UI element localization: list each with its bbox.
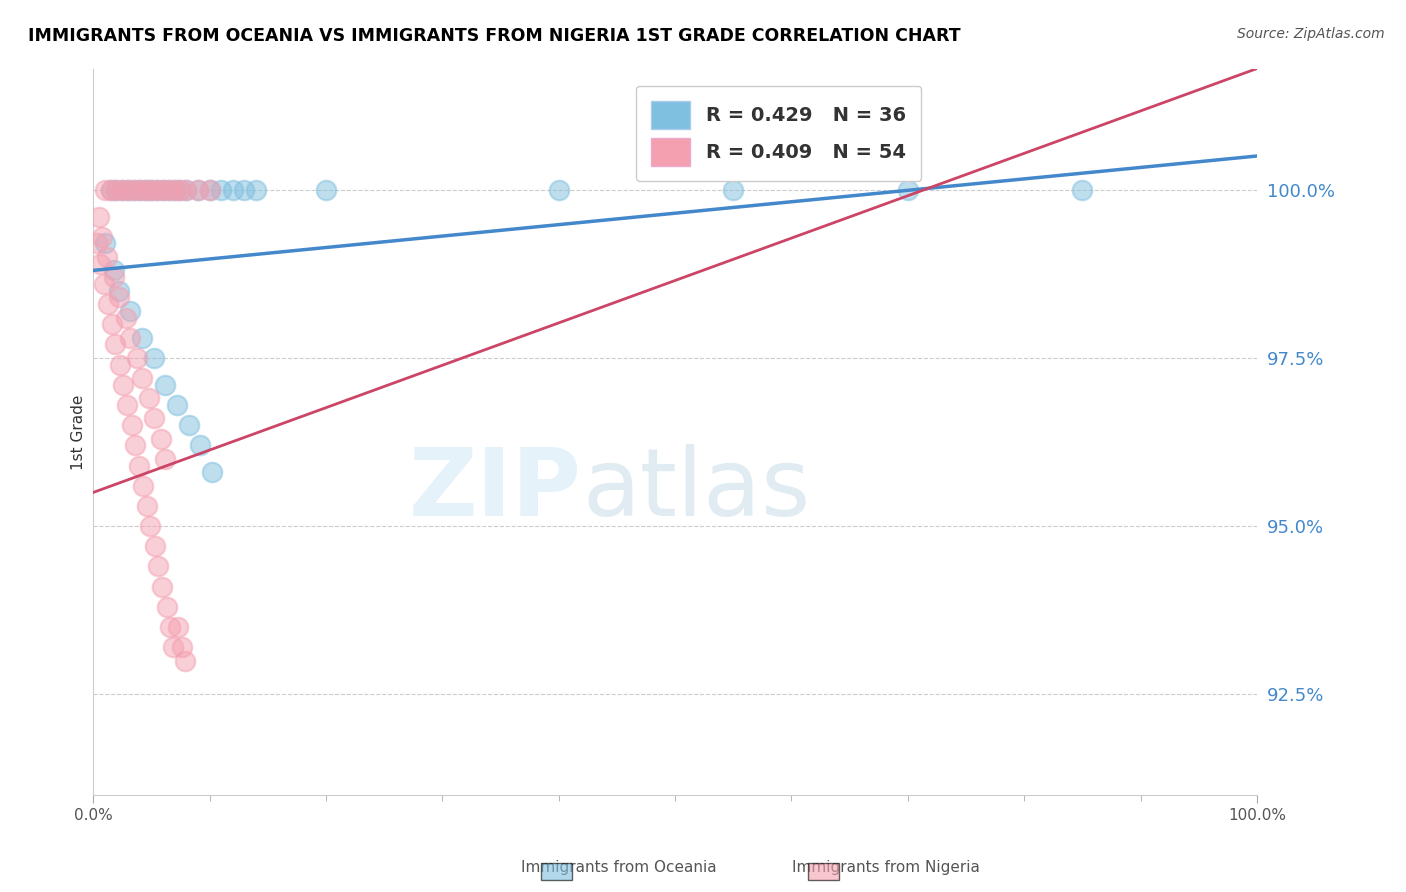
Point xyxy=(86,236,108,251)
Point xyxy=(135,183,157,197)
Point xyxy=(159,620,181,634)
Point xyxy=(104,337,127,351)
Point xyxy=(103,263,125,277)
Point xyxy=(174,183,197,197)
Point xyxy=(174,183,197,197)
Text: atlas: atlas xyxy=(582,444,810,536)
Point xyxy=(117,183,139,197)
Point xyxy=(107,284,129,298)
Point xyxy=(141,183,163,197)
Point xyxy=(174,654,197,668)
Point xyxy=(142,411,165,425)
Point xyxy=(96,250,118,264)
Point xyxy=(149,432,172,446)
Point xyxy=(111,183,134,197)
Point xyxy=(93,277,115,291)
Point xyxy=(120,331,142,345)
Point xyxy=(169,183,191,197)
Point xyxy=(132,479,155,493)
Point xyxy=(146,183,169,197)
Point xyxy=(163,183,186,197)
Point xyxy=(198,183,221,197)
Point xyxy=(148,559,170,574)
Y-axis label: 1st Grade: 1st Grade xyxy=(72,394,86,469)
Point xyxy=(187,183,209,197)
Point xyxy=(155,599,177,614)
Point xyxy=(108,358,131,372)
Text: Immigrants from Oceania: Immigrants from Oceania xyxy=(520,861,717,875)
Point xyxy=(152,183,174,197)
Point xyxy=(128,183,150,197)
Point xyxy=(107,290,129,304)
Point xyxy=(120,303,142,318)
Text: ZIP: ZIP xyxy=(409,444,582,536)
Point xyxy=(131,331,153,345)
Point xyxy=(128,458,150,473)
Point xyxy=(245,183,267,197)
Point xyxy=(177,418,200,433)
Point xyxy=(124,438,146,452)
Point xyxy=(135,499,157,513)
Point xyxy=(315,183,337,197)
Point xyxy=(167,620,190,634)
Point xyxy=(169,183,191,197)
Point xyxy=(97,297,120,311)
Point xyxy=(188,438,211,452)
Point xyxy=(122,183,145,197)
Point xyxy=(121,418,143,433)
Point xyxy=(547,183,569,197)
Text: Immigrants from Nigeria: Immigrants from Nigeria xyxy=(792,861,980,875)
Point xyxy=(198,183,221,197)
Point xyxy=(201,465,224,479)
Point xyxy=(87,210,110,224)
Point xyxy=(139,519,162,533)
Point xyxy=(100,183,122,197)
Point xyxy=(143,539,166,553)
Point xyxy=(128,183,150,197)
Point xyxy=(155,377,177,392)
Point xyxy=(103,270,125,285)
Point xyxy=(115,398,138,412)
Point xyxy=(150,580,173,594)
Point xyxy=(146,183,169,197)
Point xyxy=(135,183,157,197)
Point xyxy=(122,183,145,197)
Text: Source: ZipAtlas.com: Source: ZipAtlas.com xyxy=(1237,27,1385,41)
Point xyxy=(127,351,149,365)
Point xyxy=(723,183,745,197)
Point xyxy=(1071,183,1094,197)
Point xyxy=(162,640,184,655)
Point xyxy=(114,310,136,325)
Point xyxy=(157,183,180,197)
Point xyxy=(222,183,245,197)
Point xyxy=(187,183,209,197)
Text: IMMIGRANTS FROM OCEANIA VS IMMIGRANTS FROM NIGERIA 1ST GRADE CORRELATION CHART: IMMIGRANTS FROM OCEANIA VS IMMIGRANTS FR… xyxy=(28,27,960,45)
Point xyxy=(170,640,193,655)
Point xyxy=(117,183,139,197)
Point xyxy=(131,371,153,385)
Point xyxy=(157,183,180,197)
Point xyxy=(141,183,163,197)
Point xyxy=(155,451,177,466)
Point xyxy=(897,183,920,197)
Point xyxy=(91,229,114,244)
Point xyxy=(209,183,232,197)
Point xyxy=(152,183,174,197)
Point xyxy=(89,257,111,271)
Point xyxy=(163,183,186,197)
Point xyxy=(233,183,256,197)
Point xyxy=(105,183,128,197)
Point xyxy=(105,183,128,197)
Legend: R = 0.429   N = 36, R = 0.409   N = 54: R = 0.429 N = 36, R = 0.409 N = 54 xyxy=(636,86,921,181)
Point xyxy=(111,183,134,197)
Point xyxy=(166,398,188,412)
Point xyxy=(138,391,160,405)
Point xyxy=(101,317,124,331)
Point xyxy=(94,236,117,251)
Point xyxy=(100,183,122,197)
Point xyxy=(112,377,135,392)
Point xyxy=(142,351,165,365)
Point xyxy=(94,183,117,197)
